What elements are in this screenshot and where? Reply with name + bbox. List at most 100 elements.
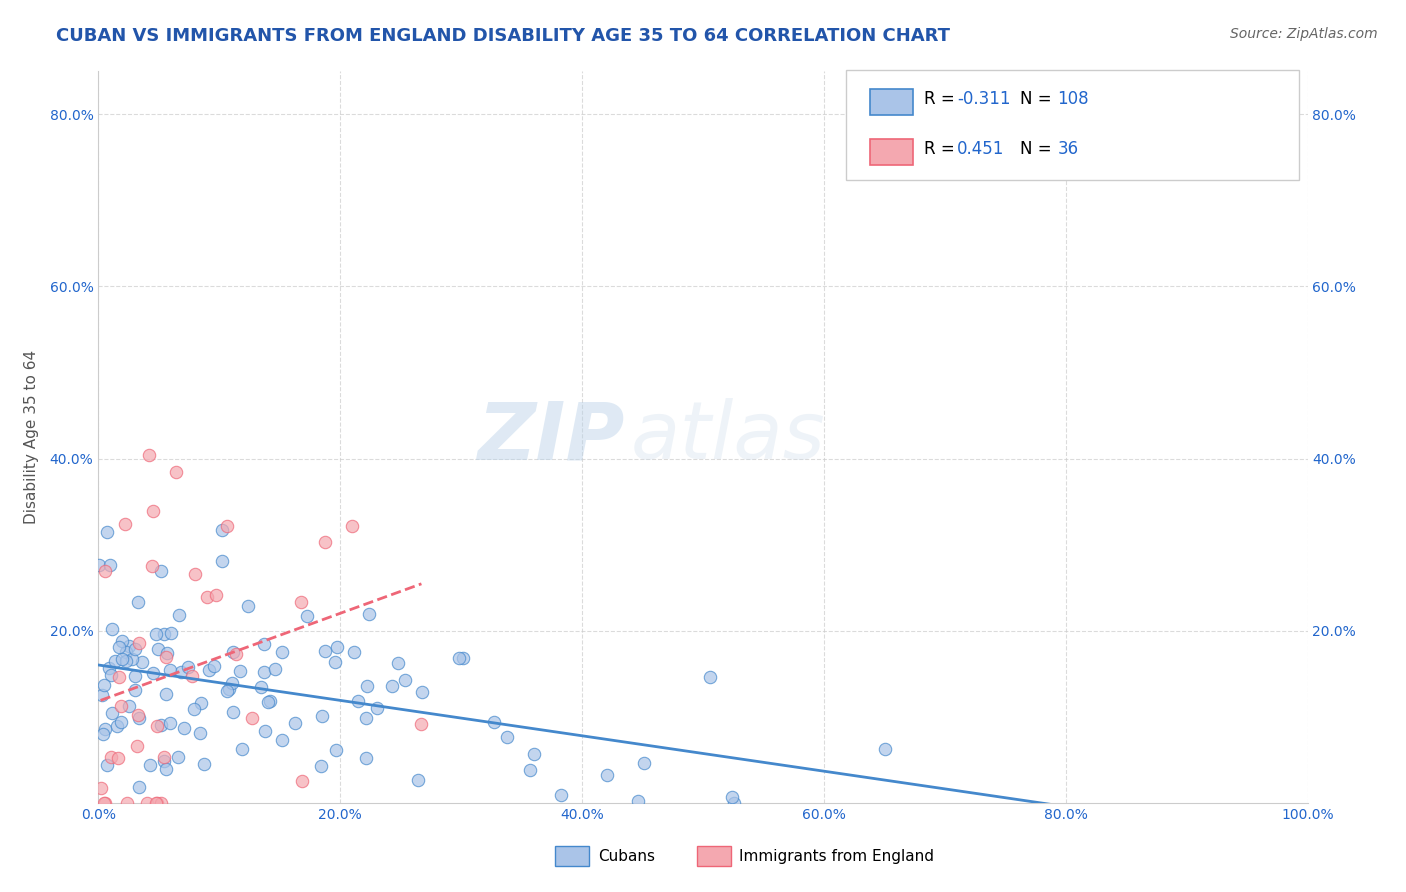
Point <box>271 732 294 747</box>
Point <box>311 709 333 723</box>
Point <box>128 710 150 724</box>
Point <box>202 658 225 673</box>
Point <box>142 665 165 680</box>
Text: Cubans: Cubans <box>598 848 655 863</box>
Point <box>190 697 212 711</box>
Point <box>484 714 506 729</box>
FancyBboxPatch shape <box>555 846 589 866</box>
Point <box>325 743 347 757</box>
Point <box>107 670 129 684</box>
Point <box>111 634 134 648</box>
Point <box>366 701 388 715</box>
Point <box>142 504 165 518</box>
Point <box>139 757 162 772</box>
Point <box>146 796 169 810</box>
Point <box>101 706 124 720</box>
Point <box>496 731 519 745</box>
Point <box>340 518 363 533</box>
Point <box>271 645 294 659</box>
Text: ZIP: ZIP <box>477 398 624 476</box>
Point <box>150 796 173 810</box>
Point <box>94 796 117 810</box>
Text: R =: R = <box>924 90 960 108</box>
Point <box>257 696 280 710</box>
Point <box>253 665 276 680</box>
Point <box>633 756 655 771</box>
Point <box>114 645 136 659</box>
Point <box>250 680 273 694</box>
Point <box>155 687 177 701</box>
Point <box>153 750 176 764</box>
FancyBboxPatch shape <box>870 138 914 165</box>
Point <box>211 554 233 568</box>
Point <box>253 637 276 651</box>
Point <box>218 681 240 696</box>
FancyBboxPatch shape <box>697 846 731 866</box>
Point <box>291 774 314 789</box>
Point <box>150 564 173 578</box>
Point <box>128 635 150 649</box>
Point <box>98 661 121 675</box>
Point <box>323 655 346 669</box>
Point <box>195 591 218 605</box>
Point <box>723 796 745 810</box>
Text: -0.311: -0.311 <box>957 90 1011 108</box>
Point <box>326 640 349 654</box>
Point <box>297 608 319 623</box>
Point <box>90 780 112 795</box>
Point <box>108 640 131 654</box>
Point <box>114 516 136 531</box>
Text: Immigrants from England: Immigrants from England <box>740 848 934 863</box>
Point <box>721 790 744 805</box>
Point <box>156 646 179 660</box>
Point <box>215 518 238 533</box>
Point <box>181 669 204 683</box>
Point <box>290 595 312 609</box>
FancyBboxPatch shape <box>870 89 914 115</box>
Point <box>411 685 433 699</box>
Point <box>145 796 167 810</box>
Point <box>387 657 409 671</box>
Point <box>136 796 159 810</box>
Point <box>115 796 138 810</box>
Point <box>138 448 160 462</box>
Point <box>100 750 122 764</box>
Point <box>198 663 221 677</box>
Text: R =: R = <box>924 140 960 158</box>
Point <box>217 684 239 698</box>
Point <box>231 742 253 756</box>
Point <box>98 558 121 572</box>
Point <box>627 794 650 808</box>
Point <box>165 465 187 479</box>
Point <box>94 723 117 737</box>
Point <box>236 599 259 613</box>
Point <box>146 719 169 733</box>
Text: atlas: atlas <box>630 398 825 476</box>
Point <box>167 607 190 622</box>
Point <box>242 711 264 725</box>
Point <box>96 758 118 772</box>
Point <box>101 622 124 636</box>
Point <box>357 607 380 622</box>
Point <box>124 642 146 657</box>
Point <box>394 673 416 687</box>
Point <box>155 762 177 776</box>
Text: CUBAN VS IMMIGRANTS FROM ENGLAND DISABILITY AGE 35 TO 64 CORRELATION CHART: CUBAN VS IMMIGRANTS FROM ENGLAND DISABIL… <box>56 27 950 45</box>
Point <box>155 650 177 665</box>
Point <box>159 716 181 731</box>
Point <box>153 627 176 641</box>
Point <box>221 676 243 690</box>
Point <box>264 662 287 676</box>
Point <box>94 564 117 578</box>
Point <box>110 698 132 713</box>
Point <box>145 627 167 641</box>
Point <box>149 718 172 732</box>
Point <box>128 780 150 794</box>
Point <box>110 652 132 666</box>
Point <box>124 682 146 697</box>
Point <box>107 751 129 765</box>
Point <box>314 643 336 657</box>
Point <box>153 754 176 768</box>
Point <box>183 566 205 581</box>
Point <box>229 665 252 679</box>
